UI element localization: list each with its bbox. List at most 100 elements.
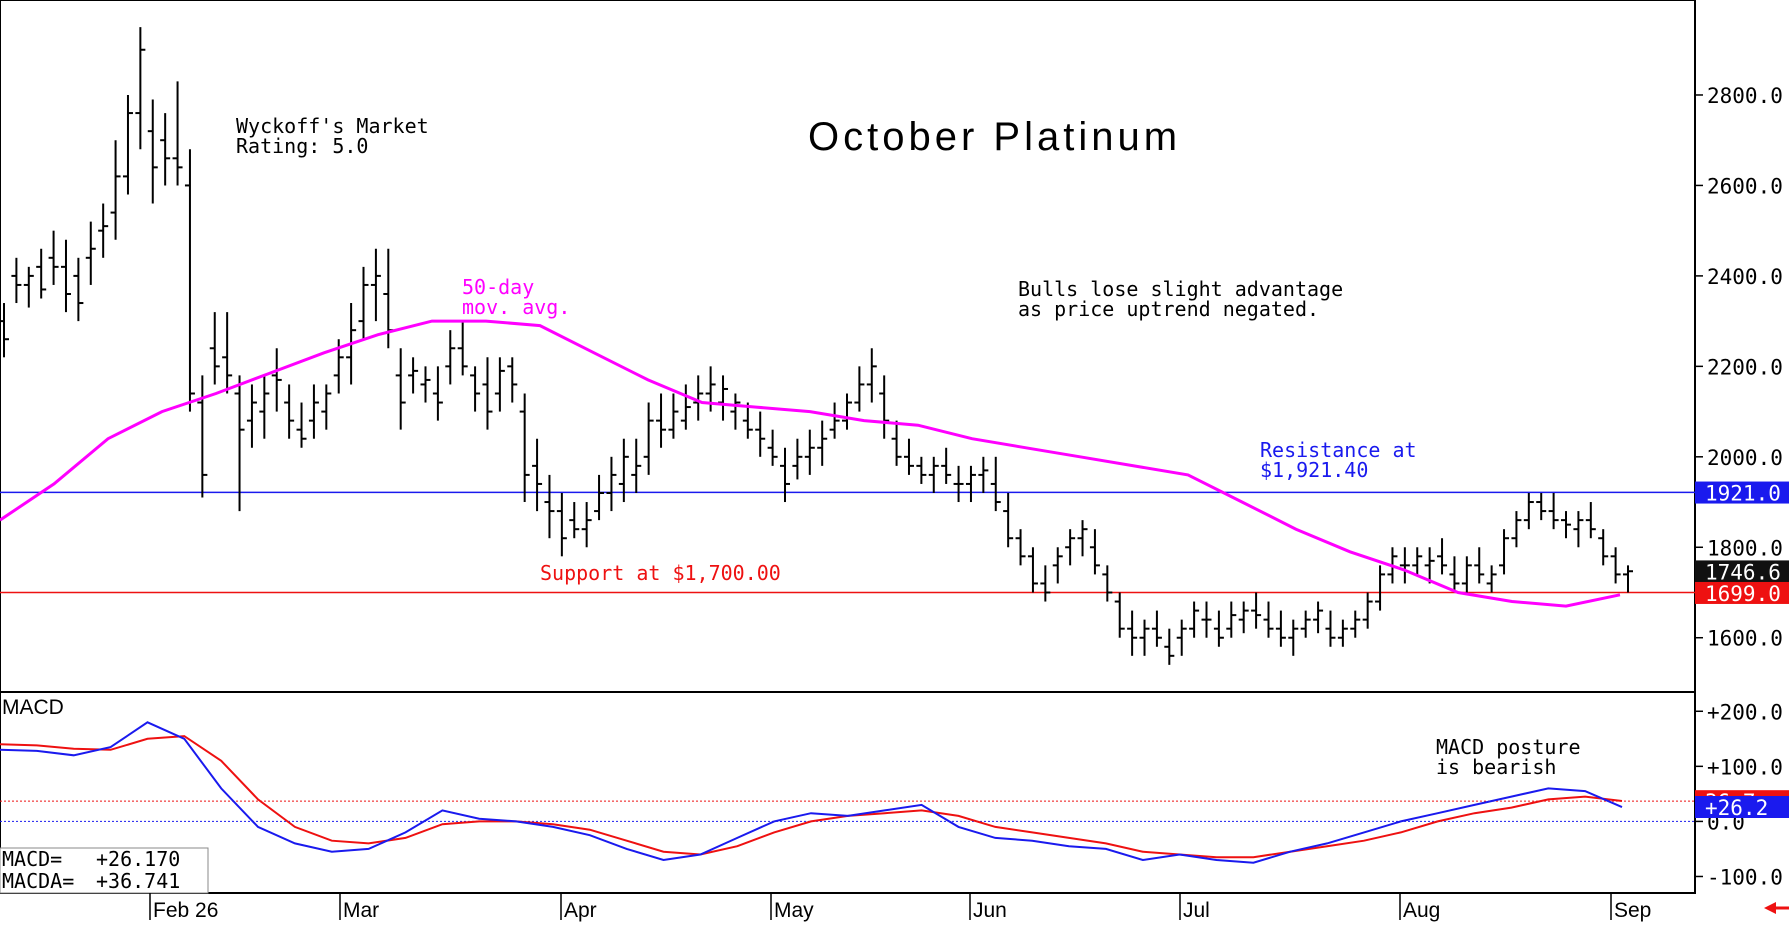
price-bar <box>556 492 567 557</box>
price-tag: 1921.0 <box>1695 481 1789 506</box>
resistance-label-2: $1,921.40 <box>1260 458 1368 482</box>
price-bar <box>122 94 133 195</box>
price-bar <box>792 438 803 480</box>
price-bar <box>780 447 791 503</box>
macd-panel-label: MACD <box>2 696 64 719</box>
price-y-tick-label: 2400.0 <box>1707 265 1783 289</box>
price-bar <box>284 384 295 439</box>
price-bar <box>358 266 369 340</box>
price-bar <box>1251 592 1262 629</box>
price-bar <box>432 366 443 421</box>
price-bar <box>631 438 642 493</box>
price-bar <box>395 348 406 430</box>
price-bar <box>1536 492 1547 521</box>
price-bar <box>296 402 307 448</box>
price-bar <box>11 257 22 304</box>
price-bar <box>470 366 481 412</box>
price-bar <box>544 474 555 539</box>
price-bar <box>1610 547 1621 584</box>
price-bar <box>1077 520 1088 557</box>
price-bar <box>60 239 71 313</box>
moving-average-line <box>0 319 1621 608</box>
price-bar <box>718 375 729 421</box>
price-bar <box>953 465 964 503</box>
price-bar <box>1151 610 1162 647</box>
macda-readout-value: +36.741 <box>96 869 180 893</box>
price-bar <box>135 27 146 150</box>
price-bar <box>1027 547 1038 593</box>
price-bar <box>903 438 914 475</box>
price-bar <box>1275 610 1286 647</box>
ma-label-2: mov. avg. <box>462 295 570 319</box>
price-bar <box>457 321 468 376</box>
macd-readout-box: MACD= +26.170 MACDA= +36.741 <box>0 847 209 894</box>
macda-line <box>0 735 1623 859</box>
price-bar <box>606 456 617 512</box>
plot-frame <box>0 0 1696 894</box>
macd-tags: 36.7+26.2 <box>1695 790 1789 820</box>
price-bar <box>1325 610 1336 647</box>
price-y-tick-label: 2800.0 <box>1707 84 1783 108</box>
price-bar <box>1437 538 1448 575</box>
price-bar <box>519 393 530 503</box>
macd-line <box>0 721 1623 864</box>
price-bar <box>990 456 1001 512</box>
price-bar <box>184 149 195 412</box>
x-tick-label: May <box>774 899 814 922</box>
price-bar <box>172 81 183 186</box>
rating-line-2: Rating: 5.0 <box>236 134 368 158</box>
price-bar <box>420 366 431 403</box>
price-bar <box>656 393 667 448</box>
price-bar <box>1226 601 1237 638</box>
price-bar <box>1573 511 1584 548</box>
price-bar <box>767 429 778 466</box>
price-bar <box>817 420 828 466</box>
price-bar <box>965 465 976 503</box>
price-bar <box>569 502 580 539</box>
price-bar <box>916 456 927 484</box>
price-bar <box>1052 547 1063 584</box>
price-bar <box>978 456 989 493</box>
arrow-left-icon <box>1764 902 1776 914</box>
macd-annotation-1: MACD posture <box>1436 735 1581 759</box>
price-bar <box>643 402 654 475</box>
price-bar <box>160 113 171 186</box>
macd-readout-name: MACD= <box>2 847 62 871</box>
price-y-tick-label: 1800.0 <box>1707 536 1783 560</box>
price-bar <box>23 266 34 308</box>
x-tick-label: Mar <box>343 899 379 922</box>
price-y-tick-label: 2200.0 <box>1707 355 1783 379</box>
price-bar <box>1139 619 1150 656</box>
price-bar <box>1499 529 1510 575</box>
x-tick-label: Aug <box>1403 899 1440 922</box>
price-bar <box>308 384 319 439</box>
comment-line-2: as price uptrend negated. <box>1018 297 1319 321</box>
chart-title: October Platinum <box>808 115 1181 159</box>
price-bar <box>1089 529 1100 575</box>
price-bar <box>494 357 505 412</box>
price-bar <box>730 393 741 430</box>
price-bar <box>482 357 493 430</box>
price-bar <box>1412 547 1423 575</box>
price-bar <box>1399 547 1410 584</box>
price-bar <box>1288 619 1299 656</box>
price-bar <box>532 438 543 512</box>
price-tag-label: 1746.6 <box>1705 560 1781 584</box>
price-bar <box>1548 492 1559 530</box>
price-bar <box>1561 511 1572 539</box>
price-bar <box>1263 601 1274 638</box>
price-bar <box>1598 529 1609 566</box>
price-bar <box>804 429 815 475</box>
price-tag-label: 1921.0 <box>1705 482 1781 506</box>
macd-y-tick-label: -100.0 <box>1707 865 1783 889</box>
resistance-label-1: Resistance at <box>1260 438 1417 462</box>
price-tag-label: 1699.0 <box>1705 582 1781 606</box>
price-bar <box>668 393 679 439</box>
comment-line-1: Bulls lose slight advantage <box>1018 277 1343 301</box>
price-bar <box>1213 610 1224 647</box>
price-bar <box>1474 547 1485 584</box>
price-bar <box>680 384 691 430</box>
price-bar <box>1300 610 1311 638</box>
